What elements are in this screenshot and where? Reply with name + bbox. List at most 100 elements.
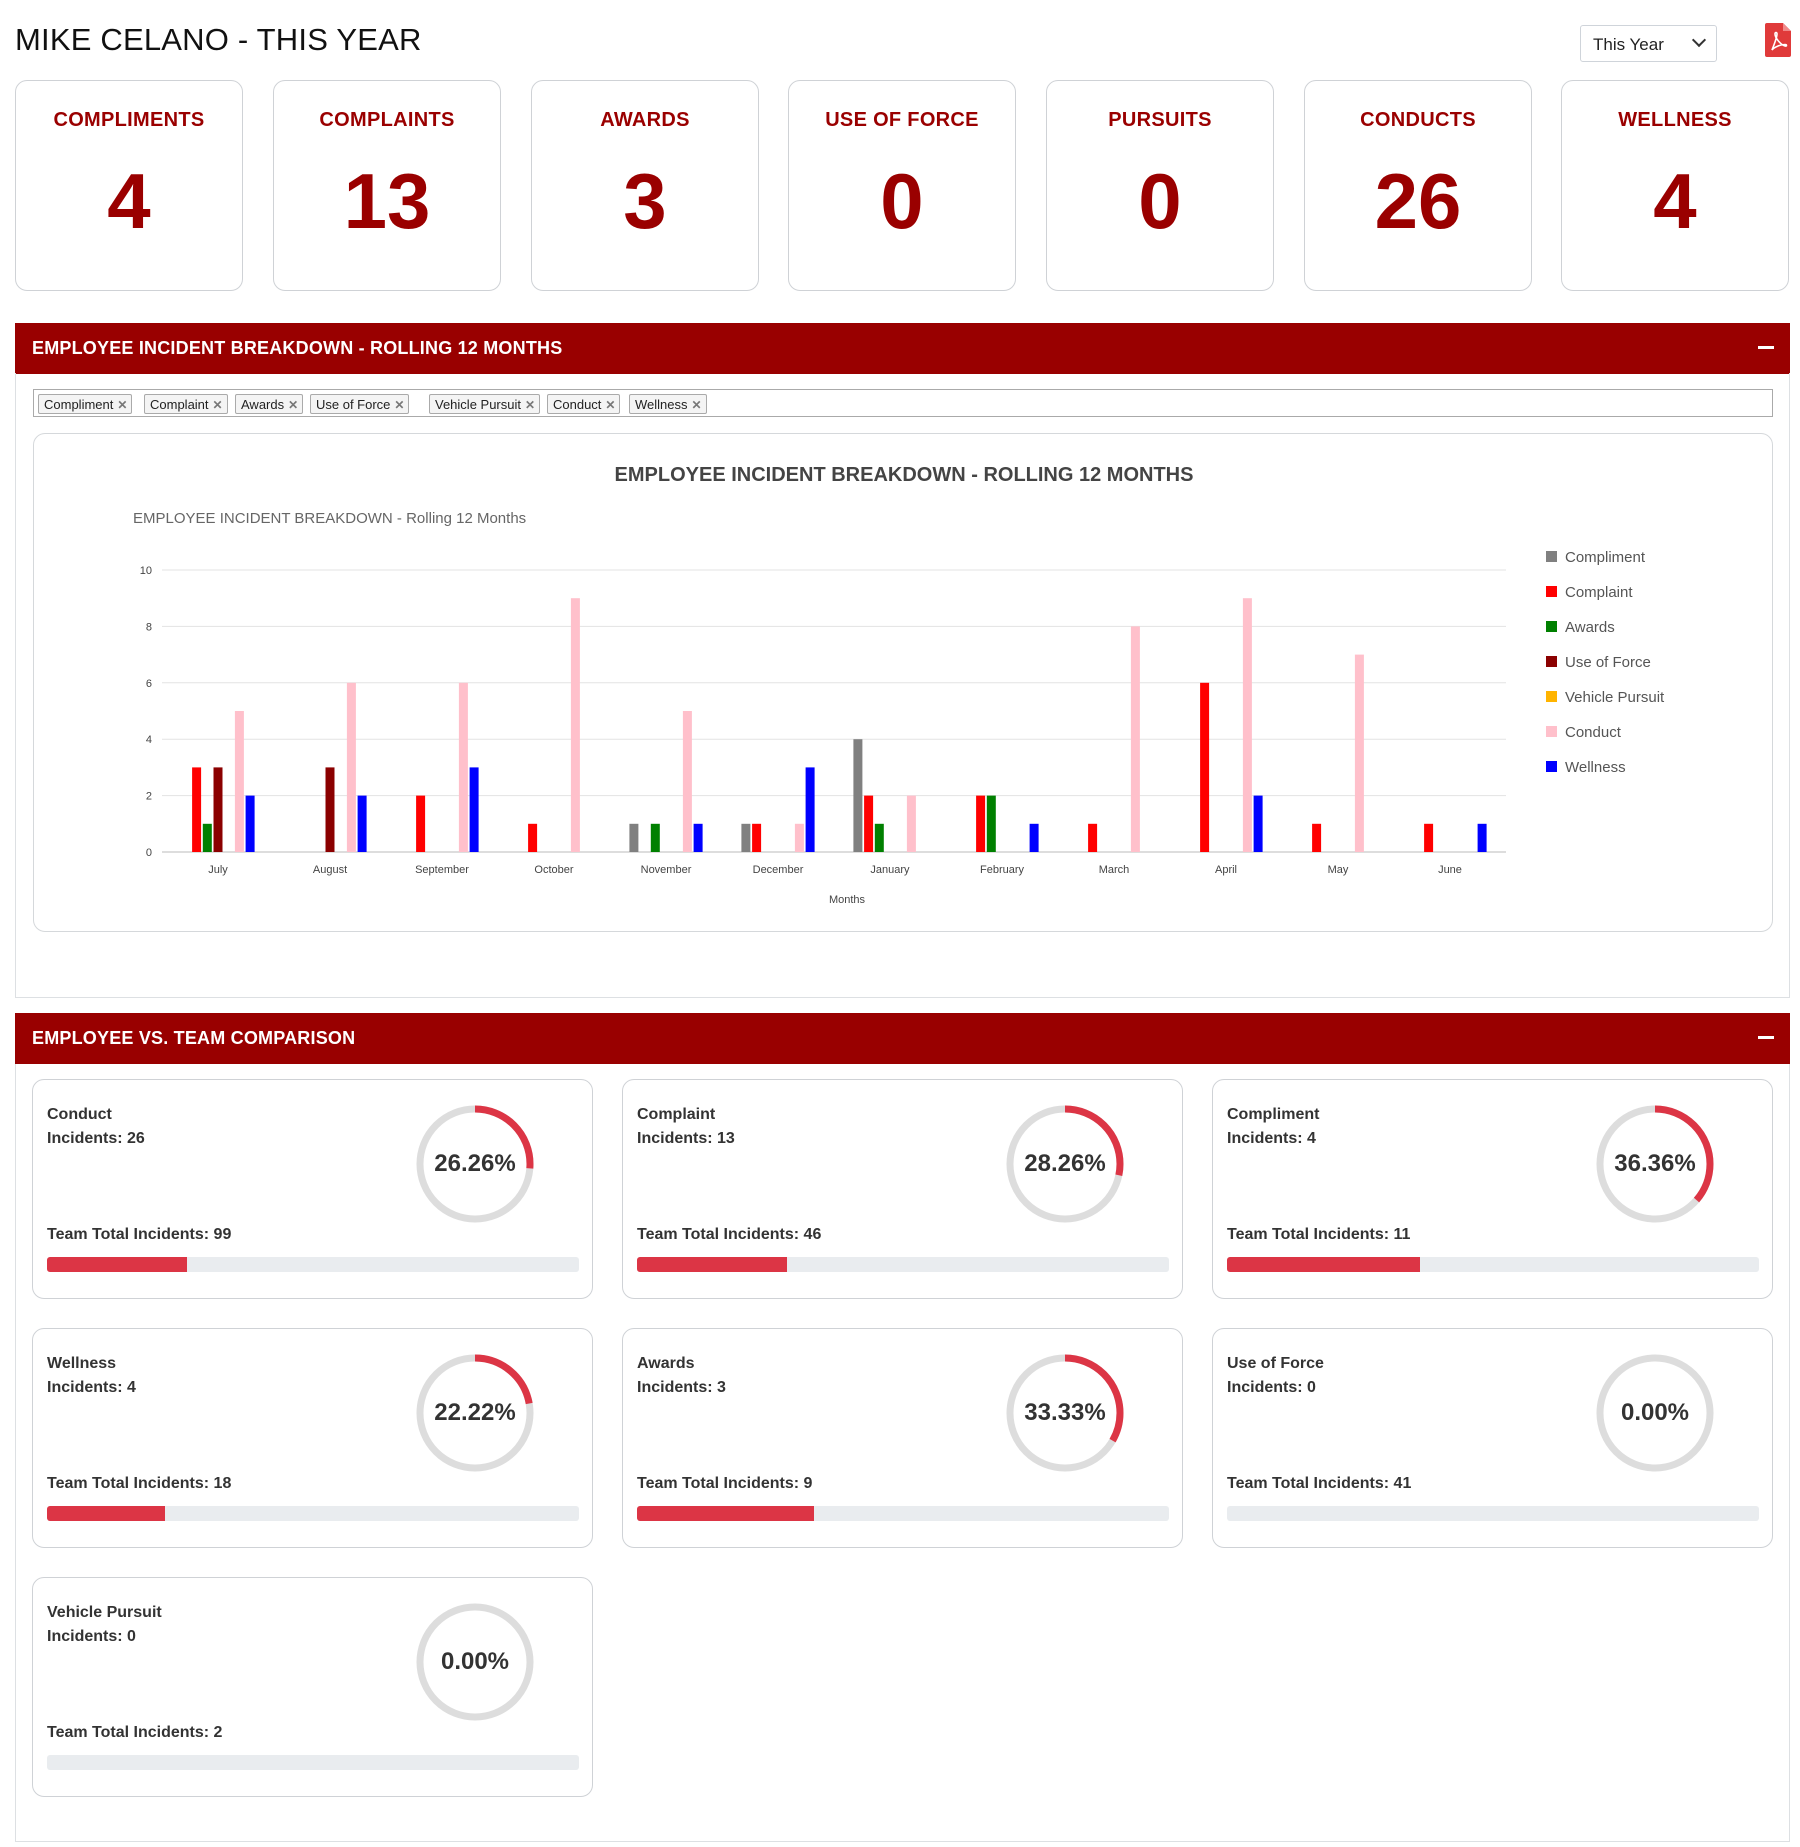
legend-label: Complaint [1565, 584, 1633, 601]
gauge-fill [1006, 1354, 1124, 1472]
percent-gauge [1006, 1105, 1124, 1223]
bar-complaint[interactable] [1312, 823, 1322, 852]
remove-icon[interactable]: ✕ [691, 398, 702, 412]
stat-card-pursuits[interactable]: PURSUITS 0 [1046, 80, 1274, 291]
bar-awards[interactable] [202, 823, 212, 852]
filter-chip[interactable]: Awards ✕ [235, 394, 304, 414]
comparison-card-compliment[interactable]: Compliment Incidents: 4 36.36% Team Total I… [1212, 1079, 1773, 1299]
filter-chip[interactable]: Conduct ✕ [547, 394, 621, 414]
period-select-value: This Year [1593, 35, 1664, 54]
percent-label: 36.36% [1614, 1150, 1696, 1177]
collapse-icon[interactable] [1758, 346, 1774, 349]
bar-use-of-force[interactable] [325, 767, 335, 852]
bar-complaint[interactable] [1200, 682, 1210, 852]
bar-wellness[interactable] [693, 823, 703, 852]
remove-icon[interactable]: ✕ [288, 398, 299, 412]
series-filter-input[interactable]: Compliment ✕ Complaint ✕ Awards ✕ Use of Fo… [33, 389, 1773, 417]
bar-use-of-force[interactable] [213, 767, 223, 852]
employee-incidents: Incidents: 0 [47, 1628, 136, 1645]
bar-conduct[interactable] [346, 682, 356, 852]
bar-complaint[interactable] [752, 823, 762, 852]
page-title: MIKE CELANO - THIS YEAR [15, 22, 422, 57]
bar-conduct[interactable] [1354, 654, 1364, 852]
legend-swatch [1546, 551, 1557, 562]
comparison-panel-title: EMPLOYEE VS. TEAM COMPARISON [32, 1028, 356, 1048]
stat-card-conducts[interactable]: CONDUCTS 26 [1304, 80, 1532, 291]
stat-card-awards[interactable]: AWARDS 3 [531, 80, 759, 291]
bar-complaint[interactable] [192, 767, 202, 852]
comparison-card-use-of-force[interactable]: Use of Force Incidents: 0 0.00% Team Total … [1212, 1328, 1773, 1548]
x-tick-label: August [313, 864, 347, 876]
legend-item[interactable]: Compliment [1546, 549, 1646, 566]
remove-icon[interactable]: ✕ [394, 398, 405, 412]
progress-fill [47, 1257, 187, 1272]
pdf-icon[interactable] [1765, 23, 1791, 57]
progress-track [47, 1257, 579, 1272]
bar-complaint[interactable] [864, 795, 874, 852]
comparison-category: Compliment [1227, 1106, 1320, 1123]
bar-compliment[interactable] [741, 823, 751, 852]
remove-icon[interactable]: ✕ [212, 398, 223, 412]
comparison-card-awards[interactable]: Awards Incidents: 3 33.33% Team Total Incid… [622, 1328, 1183, 1548]
remove-icon[interactable]: ✕ [117, 398, 128, 412]
filter-chip[interactable]: Use of Force ✕ [310, 394, 410, 414]
bar-conduct[interactable] [1242, 598, 1252, 852]
filter-chip[interactable]: Wellness ✕ [629, 394, 707, 414]
bar-conduct[interactable] [1130, 626, 1140, 852]
filter-chip-label: Conduct [553, 397, 602, 412]
bar-conduct[interactable] [570, 598, 580, 852]
bar-wellness[interactable] [1477, 823, 1487, 852]
progress-track [1227, 1257, 1759, 1272]
comparison-card-conduct[interactable]: Conduct Incidents: 26 26.26% Team Total Inc… [32, 1079, 593, 1299]
bar-complaint[interactable] [1088, 823, 1098, 852]
legend-item[interactable]: Use of Force [1546, 654, 1651, 671]
bar-compliment[interactable] [629, 823, 639, 852]
legend-item[interactable]: Conduct [1546, 724, 1622, 741]
breakdown-panel-header: EMPLOYEE INCIDENT BREAKDOWN - ROLLING 12… [15, 323, 1790, 374]
legend-swatch [1546, 761, 1557, 772]
stat-card-compliments[interactable]: COMPLIMENTS 4 [15, 80, 243, 291]
stat-card-use-of-force[interactable]: USE OF FORCE 0 [788, 80, 1016, 291]
legend-item[interactable]: Wellness [1546, 759, 1626, 776]
bar-conduct[interactable] [234, 711, 244, 852]
comparison-card-vehicle-pursuit[interactable]: Vehicle Pursuit Incidents: 0 0.00% Team Tot… [32, 1577, 593, 1797]
bar-wellness[interactable] [805, 767, 815, 852]
bar-wellness[interactable] [469, 767, 479, 852]
bar-awards[interactable] [650, 823, 660, 852]
period-select[interactable]: This Year [1580, 25, 1717, 62]
filter-chip[interactable]: Compliment ✕ [38, 394, 133, 414]
legend-item[interactable]: Complaint [1546, 584, 1633, 601]
bar-conduct[interactable] [906, 795, 916, 852]
remove-icon[interactable]: ✕ [605, 398, 616, 412]
x-tick-label: September [415, 864, 469, 876]
bar-wellness[interactable] [245, 795, 255, 852]
comparison-card-complaint[interactable]: Complaint Incidents: 13 28.26% Team Total I… [622, 1079, 1183, 1299]
bar-complaint[interactable] [416, 795, 426, 852]
progress-fill [637, 1506, 815, 1521]
bar-compliment[interactable] [853, 739, 863, 852]
bar-conduct[interactable] [794, 823, 804, 852]
bar-awards[interactable] [986, 795, 996, 852]
team-total-incidents: Team Total Incidents: 46 [637, 1226, 822, 1243]
bar-wellness[interactable] [1029, 823, 1039, 852]
filter-chip-label: Complaint [150, 397, 209, 412]
bar-complaint[interactable] [528, 823, 538, 852]
stat-card-wellness[interactable]: WELLNESS 4 [1561, 80, 1789, 291]
legend-item[interactable]: Awards [1546, 619, 1615, 636]
bar-wellness[interactable] [1253, 795, 1263, 852]
bar-awards[interactable] [874, 823, 884, 852]
bar-conduct[interactable] [682, 711, 692, 852]
bar-complaint[interactable] [1424, 823, 1434, 852]
filter-chip[interactable]: Complaint ✕ [144, 394, 228, 414]
stat-card-complaints[interactable]: COMPLAINTS 13 [273, 80, 501, 291]
legend-item[interactable]: Vehicle Pursuit [1546, 689, 1665, 706]
comparison-card-wellness[interactable]: Wellness Incidents: 4 22.22% Team Total Inc… [32, 1328, 593, 1548]
bar-complaint[interactable] [976, 795, 986, 852]
team-total-incidents: Team Total Incidents: 99 [47, 1226, 232, 1243]
collapse-icon[interactable] [1758, 1036, 1774, 1039]
stat-value: 0 [1138, 157, 1182, 245]
bar-conduct[interactable] [458, 682, 468, 852]
bar-wellness[interactable] [357, 795, 367, 852]
filter-chip[interactable]: Vehicle Pursuit ✕ [429, 394, 541, 414]
remove-icon[interactable]: ✕ [525, 398, 536, 412]
